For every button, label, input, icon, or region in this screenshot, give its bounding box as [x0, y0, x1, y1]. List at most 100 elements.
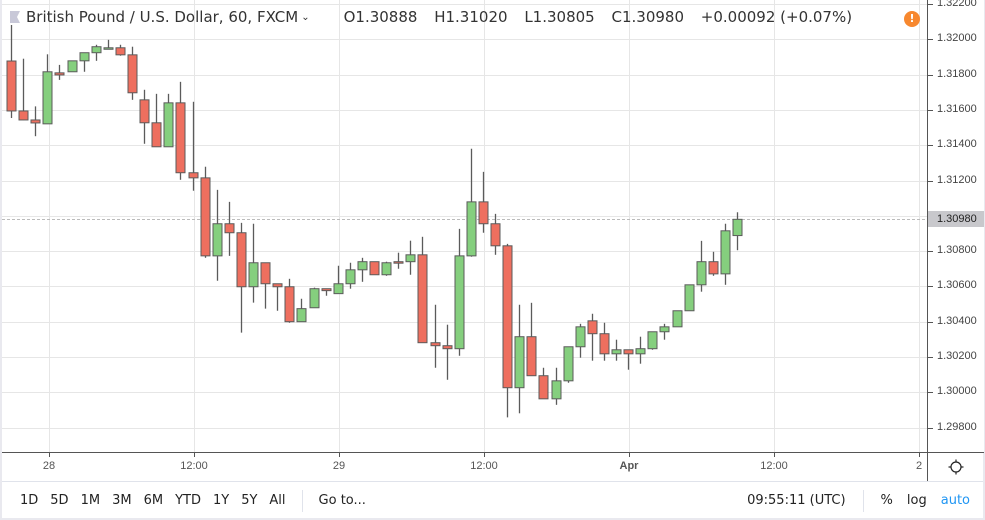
range-1m-button[interactable]: 1M: [80, 493, 101, 508]
price-tick-label: 1.29800: [937, 421, 977, 433]
candle[interactable]: [212, 189, 223, 281]
candle[interactable]: [684, 284, 695, 312]
range-6m-button[interactable]: 6M: [143, 493, 164, 508]
symbol-legend: British Pound / U.S. Dollar, 60, FXCM ⌄ …: [10, 8, 864, 26]
range-3m-button[interactable]: 3M: [112, 493, 132, 508]
log-scale-toggle[interactable]: log: [906, 493, 927, 508]
candle[interactable]: [454, 228, 465, 356]
symbol-title[interactable]: British Pound / U.S. Dollar, 60, FXCM: [26, 8, 299, 26]
candle[interactable]: [260, 262, 271, 309]
range-1y-button[interactable]: 1Y: [212, 493, 230, 508]
ohlc-values: O1.30888 H1.31020 L1.30805 C1.30980 +0.0…: [344, 8, 864, 26]
candle[interactable]: [672, 310, 683, 328]
candle[interactable]: [611, 339, 622, 361]
candle[interactable]: [659, 323, 670, 340]
range-all-button[interactable]: All: [269, 493, 286, 508]
candle[interactable]: [393, 252, 404, 269]
candle[interactable]: [115, 44, 126, 56]
candle[interactable]: [67, 60, 78, 73]
candle[interactable]: [405, 240, 416, 275]
candle[interactable]: [732, 212, 743, 251]
candle[interactable]: [200, 166, 211, 258]
candle[interactable]: [357, 257, 368, 282]
auto-scale-toggle[interactable]: auto: [940, 493, 970, 508]
utc-clock[interactable]: 09:55:11 (UTC): [747, 493, 846, 508]
candle[interactable]: [18, 58, 29, 121]
price-tick: [928, 357, 933, 358]
candle[interactable]: [345, 262, 356, 289]
candle[interactable]: [442, 324, 453, 380]
candle[interactable]: [575, 323, 586, 358]
chevron-down-icon[interactable]: ⌄: [301, 11, 310, 23]
candle[interactable]: [526, 302, 537, 377]
alert-icon[interactable]: !: [904, 11, 920, 27]
candle[interactable]: [623, 349, 634, 370]
candle[interactable]: [30, 106, 41, 137]
range-5d-button[interactable]: 5D: [50, 493, 69, 508]
candle[interactable]: [563, 346, 574, 383]
candle[interactable]: [333, 265, 344, 295]
candle[interactable]: [224, 201, 235, 256]
candle[interactable]: [272, 283, 283, 311]
range-5y-button[interactable]: 5Y: [241, 493, 258, 508]
divider: [301, 489, 303, 512]
candle[interactable]: [720, 223, 731, 285]
candle[interactable]: [151, 93, 162, 148]
price-tick: [928, 39, 933, 40]
price-tick: [928, 110, 933, 111]
candle[interactable]: [635, 336, 646, 364]
time-tick-label: 28: [42, 460, 56, 472]
candle[interactable]: [248, 223, 259, 303]
price-axis[interactable]: 1.32200 1.32000 1.31800 1.31600 1.31400 1.312…: [927, 0, 984, 452]
time-axis[interactable]: 28 12:00 29 12:00 Apr 12:00 2: [2, 452, 927, 481]
goto-button[interactable]: Go to...: [318, 493, 366, 508]
chart-plot-area[interactable]: British Pound / U.S. Dollar, 60, FXCM ⌄ …: [2, 0, 927, 452]
price-tick-label: 1.31400: [937, 138, 977, 150]
candle[interactable]: [587, 313, 598, 361]
candle[interactable]: [514, 304, 525, 414]
price-tick: [928, 75, 933, 76]
candle[interactable]: [538, 367, 549, 400]
candle[interactable]: [478, 171, 489, 233]
candle[interactable]: [321, 288, 332, 296]
candle[interactable]: [6, 25, 17, 119]
candle[interactable]: [103, 39, 114, 50]
price-tick: [928, 392, 933, 393]
candle[interactable]: [490, 213, 501, 255]
range-ytd-button[interactable]: YTD: [175, 493, 201, 508]
candle[interactable]: [417, 236, 428, 344]
last-price-label: 1.30980: [928, 211, 984, 227]
candle[interactable]: [466, 148, 477, 257]
candle[interactable]: [502, 243, 513, 418]
candle[interactable]: [127, 46, 138, 100]
price-tick-label: 1.30200: [937, 350, 977, 362]
candle[interactable]: [647, 331, 658, 350]
candle[interactable]: [163, 93, 174, 148]
price-tick: [928, 251, 933, 252]
price-tick: [928, 286, 933, 287]
candle[interactable]: [91, 44, 102, 61]
candle[interactable]: [369, 261, 380, 276]
candle[interactable]: [708, 251, 719, 276]
candle[interactable]: [430, 304, 441, 368]
candle[interactable]: [381, 261, 392, 276]
chart-settings-button[interactable]: [927, 452, 984, 481]
candle[interactable]: [309, 287, 320, 309]
candle[interactable]: [236, 222, 247, 333]
candle[interactable]: [599, 322, 610, 361]
candle[interactable]: [79, 52, 90, 72]
candle[interactable]: [284, 278, 295, 323]
candle[interactable]: [54, 64, 65, 80]
candle[interactable]: [696, 240, 707, 292]
range-1d-button[interactable]: 1D: [20, 493, 39, 508]
percent-scale-toggle[interactable]: %: [880, 493, 893, 508]
candle[interactable]: [551, 367, 562, 405]
high-value: H1.31020: [434, 8, 508, 26]
candle[interactable]: [296, 298, 307, 323]
candle[interactable]: [139, 89, 150, 144]
candle[interactable]: [175, 81, 186, 180]
candlestick-chart[interactable]: [2, 0, 927, 452]
candle[interactable]: [42, 54, 53, 125]
candle[interactable]: [188, 101, 199, 191]
